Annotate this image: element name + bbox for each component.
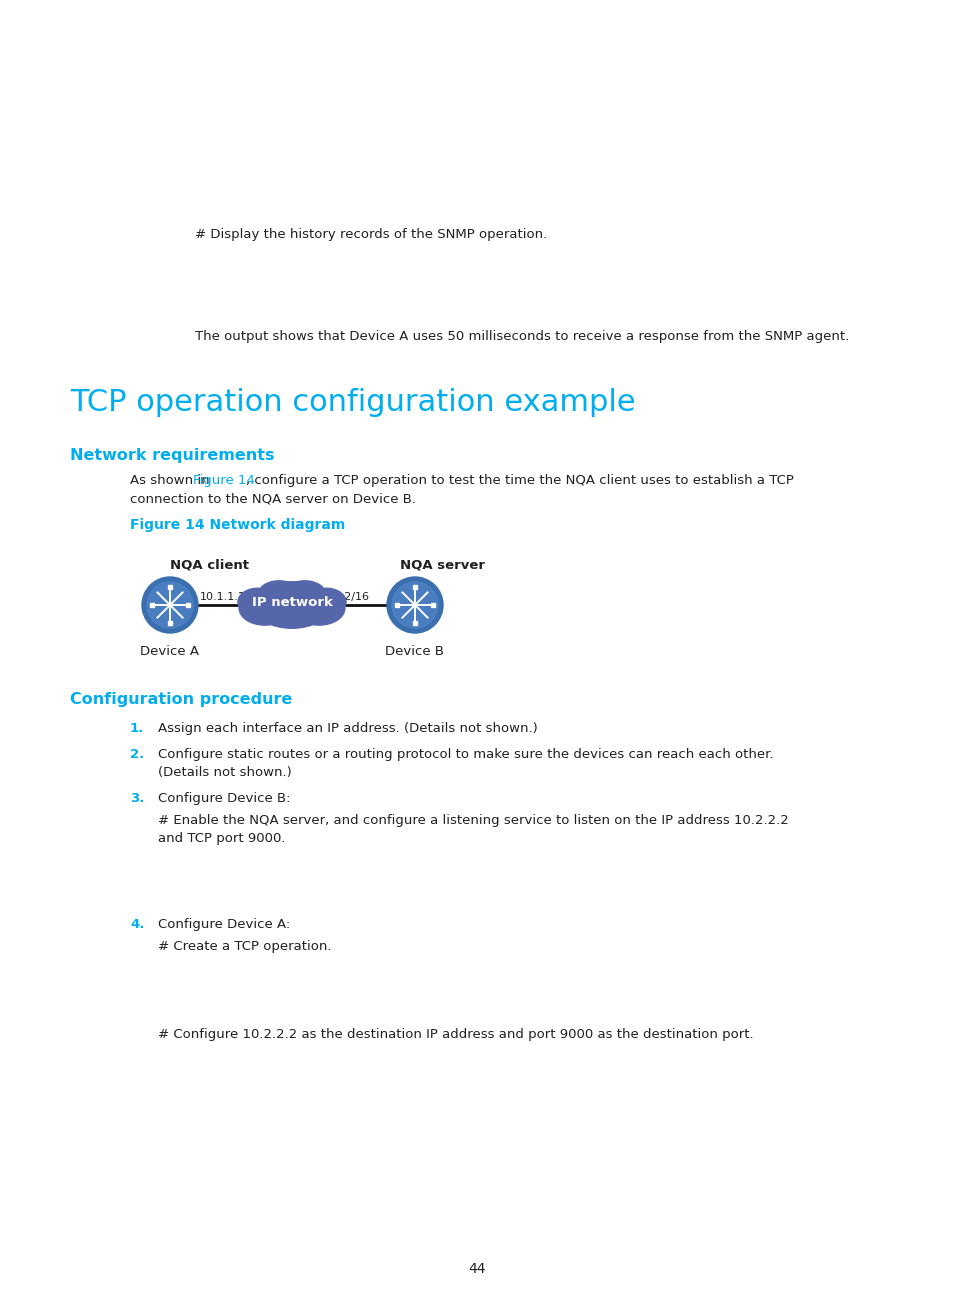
Ellipse shape [258, 581, 299, 607]
Bar [431, 603, 435, 607]
Bar [413, 621, 416, 625]
Ellipse shape [239, 591, 291, 625]
Ellipse shape [307, 588, 346, 616]
Text: NQA client: NQA client [170, 559, 249, 572]
Circle shape [147, 582, 193, 629]
Text: As shown in: As shown in [130, 474, 213, 487]
Text: 2.: 2. [130, 748, 144, 761]
Text: 3.: 3. [130, 792, 144, 805]
Text: TCP operation configuration example: TCP operation configuration example [70, 388, 635, 417]
Text: IP network: IP network [252, 595, 332, 609]
Text: 44: 44 [468, 1262, 485, 1277]
Ellipse shape [253, 582, 331, 629]
Text: # Create a TCP operation.: # Create a TCP operation. [158, 940, 331, 953]
Text: 4.: 4. [130, 918, 144, 931]
Text: 1.: 1. [130, 722, 144, 735]
Text: Assign each interface an IP address. (Details not shown.): Assign each interface an IP address. (De… [158, 722, 537, 735]
Bar [168, 584, 172, 588]
Bar [186, 603, 190, 607]
Text: and TCP port 9000.: and TCP port 9000. [158, 832, 285, 845]
Text: # Display the history records of the SNMP operation.: # Display the history records of the SNM… [194, 228, 547, 241]
Text: The output shows that Device A uses 50 milliseconds to receive a response from t: The output shows that Device A uses 50 m… [194, 330, 848, 343]
Bar [395, 603, 398, 607]
Ellipse shape [293, 591, 345, 625]
Circle shape [392, 582, 437, 629]
Circle shape [142, 577, 198, 632]
Text: (Details not shown.): (Details not shown.) [158, 766, 292, 779]
Text: # Enable the NQA server, and configure a listening service to listen on the IP a: # Enable the NQA server, and configure a… [158, 814, 788, 827]
Bar [413, 584, 416, 588]
Circle shape [387, 577, 442, 632]
Ellipse shape [237, 588, 276, 616]
Text: connection to the NQA server on Device B.: connection to the NQA server on Device B… [130, 492, 416, 505]
Text: NQA server: NQA server [399, 559, 484, 572]
Text: Configure Device B:: Configure Device B: [158, 792, 291, 805]
Ellipse shape [284, 581, 325, 607]
Text: , configure a TCP operation to test the time the NQA client uses to establish a : , configure a TCP operation to test the … [246, 474, 793, 487]
Text: Configure Device A:: Configure Device A: [158, 918, 290, 931]
Text: Figure 14: Figure 14 [193, 474, 254, 487]
Text: 10.2.2.2/16: 10.2.2.2/16 [306, 592, 370, 603]
Text: # Configure 10.2.2.2 as the destination IP address and port 9000 as the destinat: # Configure 10.2.2.2 as the destination … [158, 1028, 753, 1041]
Text: Configuration procedure: Configuration procedure [70, 692, 292, 708]
Text: Network requirements: Network requirements [70, 448, 274, 463]
Bar [150, 603, 153, 607]
Text: Device A: Device A [140, 645, 199, 658]
Text: Figure 14 Network diagram: Figure 14 Network diagram [130, 518, 345, 531]
Text: Configure static routes or a routing protocol to make sure the devices can reach: Configure static routes or a routing pro… [158, 748, 773, 761]
Text: Device B: Device B [385, 645, 444, 658]
Text: 10.1.1.1/16: 10.1.1.1/16 [200, 592, 263, 603]
Bar [168, 621, 172, 625]
